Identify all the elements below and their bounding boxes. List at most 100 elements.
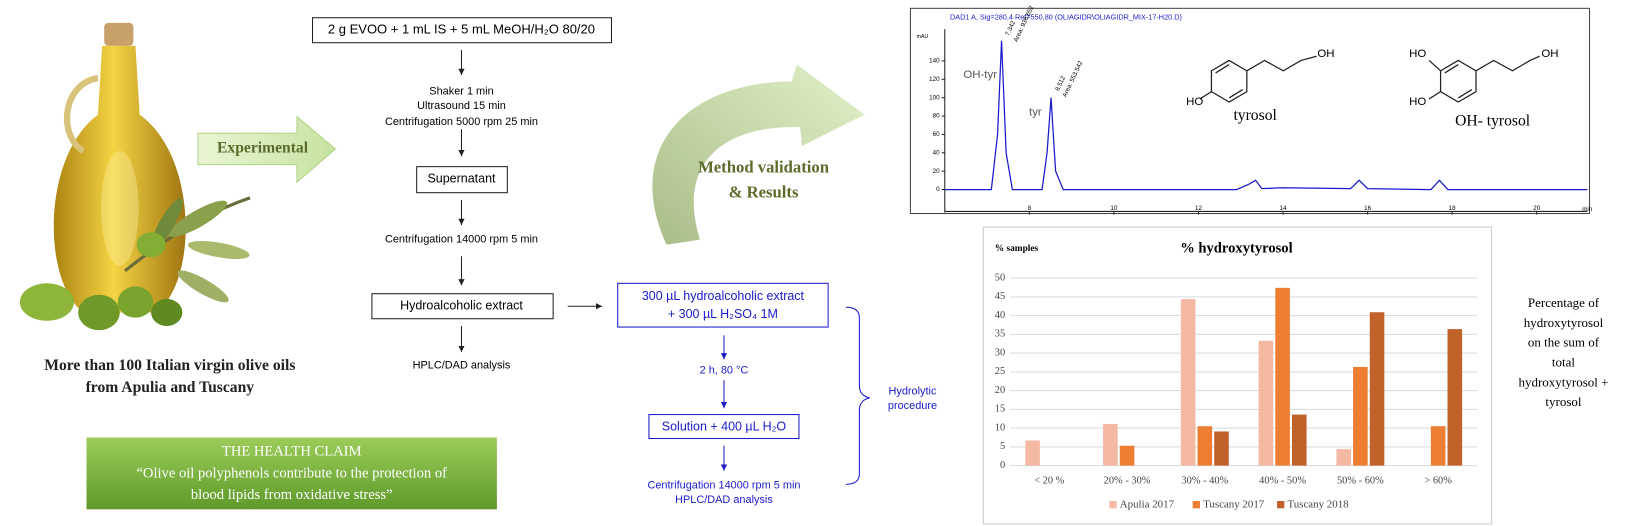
- chart-title: % hydroxytyrosol: [1180, 240, 1292, 256]
- y-axis-label: mAU: [917, 34, 929, 40]
- supernatant-box: [416, 166, 508, 194]
- x-tick-label: > 60%: [1424, 476, 1452, 487]
- side-note: total: [1552, 354, 1575, 369]
- atom-label: HO: [1186, 96, 1203, 108]
- legend-label: Apulia 2017: [1120, 499, 1175, 511]
- step-text: Solution + 400 µL H₂O: [662, 419, 787, 433]
- bar: [1291, 414, 1307, 466]
- y-tick-label: 35: [995, 329, 1005, 340]
- y-tick-label: 25: [995, 366, 1005, 377]
- y-tick-label: 20: [995, 385, 1005, 396]
- bar: [1258, 340, 1274, 466]
- health-claim-title: THE HEALTH CLAIM: [222, 443, 362, 459]
- y-tick-label: 40: [995, 310, 1005, 321]
- hydrolysis-box: [617, 282, 829, 328]
- legend-label: Tuscany 2017: [1203, 499, 1265, 511]
- x-tick-label: 8: [1028, 205, 1032, 212]
- step-text: Hydroalcoholic extract: [400, 299, 523, 313]
- bar: [1353, 366, 1368, 466]
- annotation: tyr: [1029, 107, 1042, 119]
- step-text: 2 g EVOO + 1 mL IS + 5 mL MeOH/H₂O 80/20: [328, 22, 595, 37]
- experimental-arrow: [197, 115, 337, 184]
- x-tick-label: 14: [1280, 205, 1287, 212]
- y-tick-label: 20: [933, 168, 940, 175]
- curved-arrow: [652, 64, 865, 245]
- y-tick-label: 15: [995, 404, 1005, 415]
- bar: [1025, 440, 1040, 466]
- bar: [1336, 449, 1351, 466]
- y-tick-label: 140: [929, 58, 940, 65]
- step-text: Shaker 1 min: [429, 86, 493, 98]
- y-tick-label: 5: [1000, 441, 1005, 452]
- atom-label: HO: [1409, 48, 1426, 60]
- step-text: Centrifugation 5000 rpm 25 min: [385, 116, 538, 128]
- annotation: OH-tyr: [963, 69, 997, 81]
- chart-title: DAD1 A, Sig=280,4 Ref=550,80 (OLIAGIDR\O…: [950, 13, 1182, 22]
- y-tick-label: 50: [995, 272, 1005, 283]
- y-tick-label: 40: [933, 149, 940, 156]
- brace-label: procedure: [888, 400, 937, 412]
- health-claim-text: “Olive oil polyphenols contribute to the…: [136, 465, 447, 481]
- validation-label: Method validation: [698, 158, 830, 177]
- y-axis-label: % samples: [995, 244, 1039, 254]
- bar: [1119, 445, 1135, 466]
- health-claim-box: [86, 437, 497, 510]
- side-note: hydroxytyrosol +: [1518, 374, 1608, 389]
- x-tick-label: 12: [1195, 205, 1202, 212]
- step-text: 2 h, 80 °C: [700, 365, 749, 377]
- x-tick-label: 50% - 60%: [1337, 476, 1384, 487]
- x-tick-label: 30% - 40%: [1181, 476, 1228, 487]
- x-tick-label: 20: [1533, 205, 1540, 212]
- step-text: Centrifugation 14000 rpm 5 min: [385, 233, 538, 245]
- atom-label: OH: [1317, 48, 1334, 60]
- y-tick-label: 80: [933, 113, 940, 120]
- molecule-name: OH- tyrosol: [1455, 112, 1531, 129]
- side-note: tyrosol: [1545, 394, 1581, 409]
- y-tick-label: 60: [933, 131, 940, 138]
- bar: [1214, 431, 1229, 466]
- atom-label: OH: [1541, 48, 1558, 60]
- brace: [845, 306, 870, 485]
- y-tick-label: 100: [929, 94, 940, 101]
- bar: [1197, 426, 1213, 466]
- legend-swatch: [1277, 501, 1285, 509]
- step-text: Ultrasound 15 min: [417, 100, 506, 112]
- y-tick-label: 0: [936, 186, 940, 193]
- x-tick-label: 20% - 30%: [1104, 476, 1151, 487]
- legend-swatch: [1192, 501, 1200, 509]
- step-text: HPLC/DAD analysis: [413, 359, 511, 371]
- side-note: Percentage of: [1528, 295, 1600, 310]
- side-note: on the sum of: [1528, 335, 1600, 350]
- y-tick-label: 0: [1000, 460, 1005, 471]
- x-axis-label: min: [1582, 206, 1593, 213]
- x-tick-label: 18: [1449, 205, 1456, 212]
- bar: [1447, 329, 1463, 466]
- bar: [1103, 423, 1118, 466]
- arrow-label: Experimental: [217, 140, 309, 157]
- solution-box: [648, 414, 800, 440]
- x-tick-label: < 20 %: [1034, 476, 1064, 487]
- step-text: Supernatant: [427, 171, 496, 185]
- brace-label: Hydrolytic: [889, 386, 937, 398]
- health-claim-text: blood lipids from oxidative stress”: [191, 487, 393, 503]
- y-tick-label: 10: [995, 422, 1005, 433]
- bar: [1430, 426, 1446, 466]
- trace: [944, 40, 1588, 191]
- step-text: Centrifugation 14000 rpm 5 min: [647, 479, 800, 491]
- bar: [1180, 299, 1196, 466]
- x-tick-label: 10: [1110, 205, 1117, 212]
- step-text: 300 µL hydroalcoholic extract: [642, 289, 805, 303]
- bar: [1275, 287, 1290, 466]
- y-tick-label: 45: [995, 291, 1005, 302]
- x-tick-label: 40% - 50%: [1259, 476, 1306, 487]
- chromatogram-frame: [909, 7, 1591, 215]
- caption: from Apulia and Tuscany: [86, 379, 255, 396]
- molecule-name: tyrosol: [1233, 107, 1277, 124]
- y-tick-label: 30: [995, 347, 1005, 358]
- legend-label: Tuscany 2018: [1287, 499, 1349, 511]
- step-text: HPLC/DAD analysis: [675, 494, 773, 506]
- step-text: + 300 µL H₂SO₄ 1M: [668, 307, 778, 321]
- caption: More than 100 Italian virgin olive oils: [44, 357, 295, 374]
